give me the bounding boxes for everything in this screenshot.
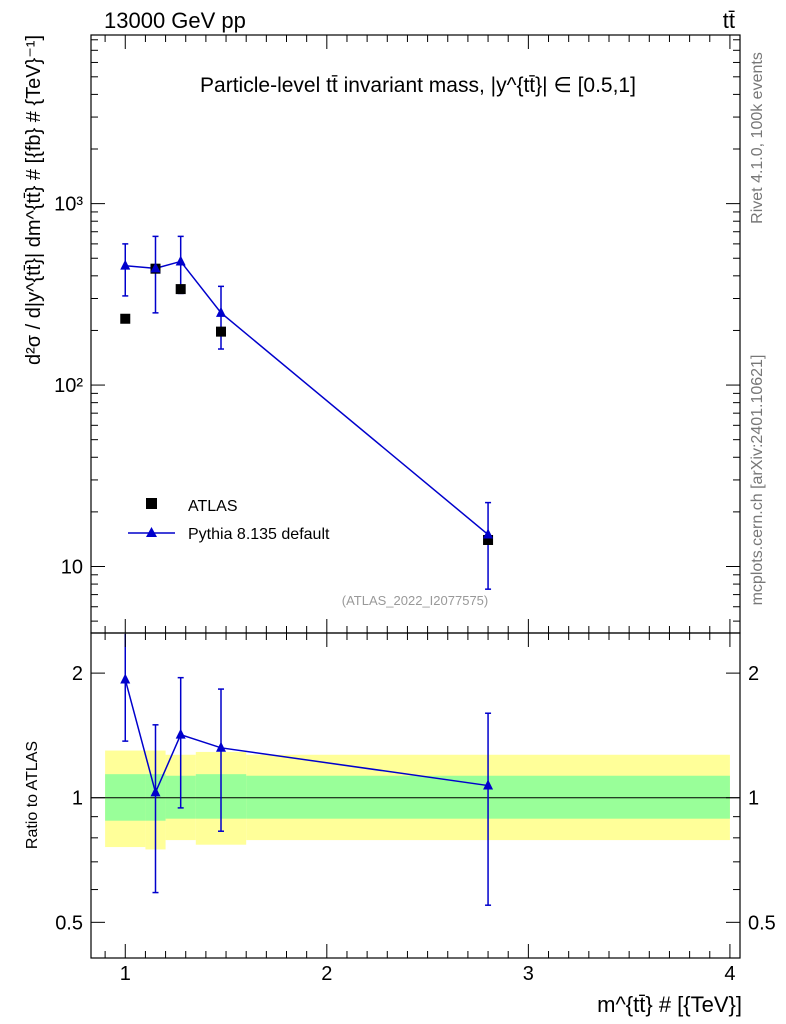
legend: ATLAS Pythia 8.135 default	[128, 498, 330, 543]
legend-atlas-marker	[146, 498, 157, 509]
energy-label: 13000 GeV pp	[104, 8, 246, 33]
pythia-point	[175, 255, 186, 266]
ratio-panel	[91, 750, 740, 850]
mcplots-label: mcplots.cern.ch [arXiv:2401.10621]	[749, 355, 766, 606]
upper-y-tick-label: 10²	[54, 375, 83, 397]
ratio-y-tick-label: 2	[72, 663, 83, 685]
upper-y-tick-label: 10³	[54, 194, 83, 216]
process-label: tt̄	[723, 8, 735, 33]
atlas-point	[483, 534, 494, 545]
analysis-id-watermark: (ATLAS_2022_I2077575)	[342, 593, 488, 608]
upper-frame	[90, 34, 741, 634]
pythia-point	[120, 259, 131, 270]
pythia-point	[483, 528, 494, 539]
ratio-y-tick-label-right: 0.5	[748, 912, 776, 934]
upper-data	[120, 235, 494, 590]
lower-frame	[90, 632, 741, 959]
x-tick-label: 1	[120, 963, 131, 985]
ratio-data	[120, 634, 494, 906]
rivet-version-label: Rivet 4.1.0, 100k events	[749, 52, 766, 224]
ratio-point	[216, 741, 227, 752]
atlas-point	[175, 284, 186, 295]
pythia-point	[216, 306, 227, 317]
ratio-point	[483, 779, 494, 790]
legend-atlas-label: ATLAS	[188, 498, 238, 515]
axes: 10 10² 10³ 1 2 3 4 0.5 0.5 1 1 2 2	[54, 34, 776, 985]
ratio-point	[150, 786, 161, 797]
ratio-y-tick-label-right: 1	[748, 788, 759, 810]
atlas-point	[120, 313, 131, 324]
ratio-point	[175, 728, 186, 739]
x-tick-label: 4	[724, 963, 735, 985]
pythia-line	[125, 260, 489, 536]
ratio-y-tick-label-right: 2	[748, 663, 759, 685]
ratio-point	[120, 673, 131, 684]
atlas-point	[216, 326, 227, 337]
ratio-y-axis-label: Ratio to ATLAS	[24, 741, 41, 849]
ratio-y-tick-label: 1	[72, 788, 83, 810]
legend-pythia-marker	[146, 527, 157, 537]
y-axis-label: d²σ / d|y^{tt̄}| dm^{tt̄} # [{fb} # {TeV…	[23, 35, 45, 365]
x-tick-label: 2	[321, 963, 332, 985]
pythia-point	[150, 262, 161, 273]
plot-title: Particle-level tt̄ invariant mass, |y^{t…	[200, 74, 636, 97]
ratio-y-tick-label: 0.5	[55, 912, 83, 934]
x-axis-label: m^{tt̄} # [{TeV}]	[597, 992, 742, 1017]
x-tick-label: 3	[523, 963, 534, 985]
legend-pythia-label: Pythia 8.135 default	[188, 526, 330, 543]
upper-y-tick-label: 10	[61, 556, 83, 578]
